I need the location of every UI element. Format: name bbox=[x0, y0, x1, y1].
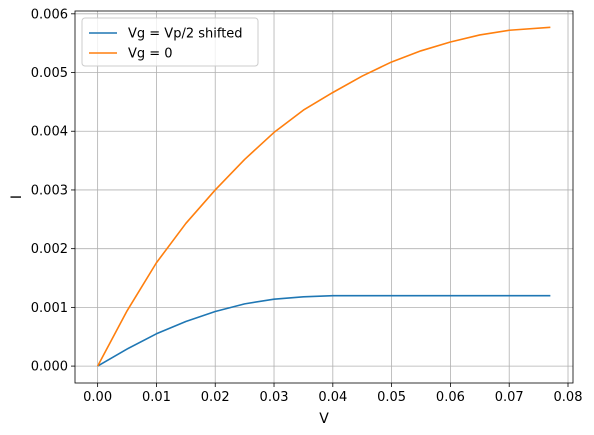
y-tick-label: 0.005 bbox=[31, 66, 68, 81]
x-tick-label: 0.08 bbox=[554, 390, 583, 405]
x-ticks: 0.00 0.01 0.02 0.03 0.04 0.05 0.06 0.07 0.08 bbox=[83, 383, 582, 405]
legend-entry-vg-zero: Vg = 0 bbox=[128, 47, 173, 62]
x-tick-label: 0.06 bbox=[436, 390, 465, 405]
y-axis-label: I bbox=[9, 195, 25, 199]
y-tick-label: 0.006 bbox=[31, 7, 68, 22]
series-lines bbox=[96, 26, 551, 367]
y-tick-label: 0.000 bbox=[31, 360, 68, 375]
series-line-0 bbox=[97, 294, 551, 367]
x-tick-label: 0.07 bbox=[495, 390, 524, 405]
x-tick-label: 0.03 bbox=[260, 390, 289, 405]
series-line-1 bbox=[96, 26, 551, 367]
y-ticks: 0.000 0.001 0.002 0.003 0.004 0.005 0.006 bbox=[31, 7, 75, 375]
y-tick-label: 0.003 bbox=[31, 183, 68, 198]
x-tick-label: 0.02 bbox=[201, 390, 230, 405]
legend-box bbox=[81, 17, 259, 67]
y-tick-label: 0.001 bbox=[31, 301, 68, 316]
plot-frame bbox=[74, 10, 574, 384]
x-tick-label: 0.00 bbox=[83, 390, 112, 405]
legend-entry-vp-half: Vg = Vp/2 shifted bbox=[128, 27, 243, 42]
x-tick-label: 0.05 bbox=[377, 390, 406, 405]
y-tick-label: 0.002 bbox=[31, 242, 68, 257]
grid-lines bbox=[75, 11, 573, 383]
y-tick-label: 0.004 bbox=[31, 125, 68, 140]
legend: Vg = Vp/2 shifted Vg = 0 bbox=[81, 17, 259, 67]
x-axis-label: V bbox=[319, 411, 329, 427]
x-tick-label: 0.04 bbox=[318, 390, 347, 405]
x-tick-label: 0.01 bbox=[142, 390, 171, 405]
